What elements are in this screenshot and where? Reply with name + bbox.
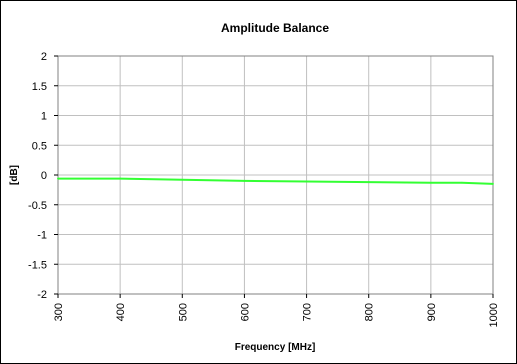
data-point (461, 181, 463, 184)
y-tick-label: 1 (41, 111, 47, 123)
y-tick-label: 1.5 (32, 81, 47, 93)
y-tick-label: -1.5 (28, 259, 47, 271)
x-tick-label: 800 (364, 303, 376, 321)
data-point (119, 177, 122, 180)
data-point (492, 183, 494, 185)
x-tick-label: 500 (177, 303, 189, 321)
y-tick-label: 2 (41, 51, 47, 63)
chart-title: Amplitude Balance (221, 21, 329, 35)
x-tick-label: 700 (302, 303, 314, 321)
x-tick-label: 900 (426, 303, 438, 321)
data-point (57, 177, 59, 180)
data-point (181, 178, 184, 181)
data-point (367, 181, 370, 184)
y-tick-label: -2 (37, 289, 47, 301)
x-tick-label: 600 (239, 303, 251, 321)
x-tick-label: 300 (53, 303, 65, 321)
y-tick-label: -0.5 (28, 200, 47, 212)
y-tick-label: 0.5 (32, 140, 47, 152)
x-tick-label: 400 (115, 303, 127, 321)
y-tick-label: -1 (37, 230, 47, 242)
x-tick-label: 1000 (488, 303, 500, 327)
x-axis-title: Frequency [MHz] (235, 342, 316, 353)
y-tick-label: 0 (41, 170, 47, 182)
series-layer (57, 177, 494, 185)
data-point (305, 180, 308, 183)
data-point (429, 181, 432, 184)
x-axis-ticks: 300 400 500 600 700 800 900 1000 (53, 294, 500, 327)
y-axis-title: [dB] (9, 165, 20, 185)
y-axis-ticks: 2 1.5 1 0.5 0 -0.5 -1 -1.5 -2 (28, 51, 58, 301)
data-point (243, 180, 246, 182)
